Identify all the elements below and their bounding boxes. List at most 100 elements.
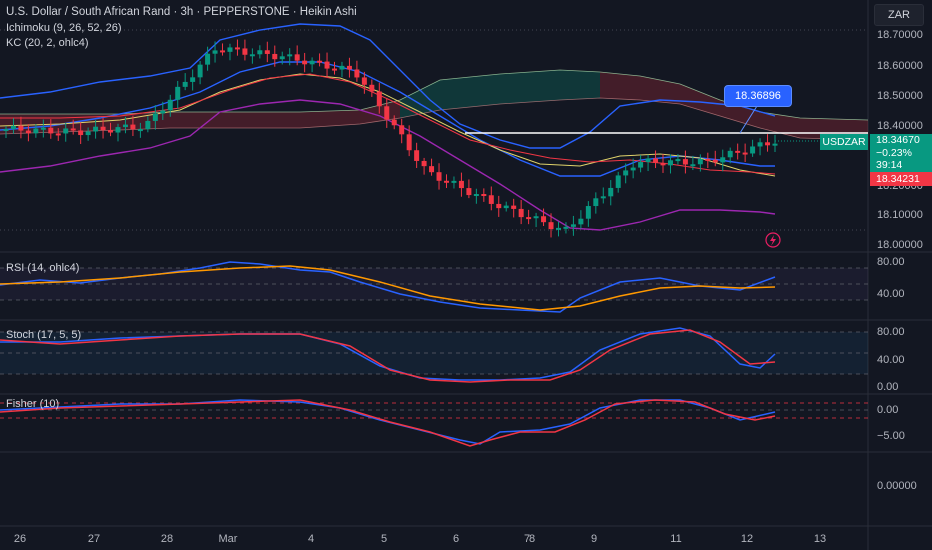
last-price-tag: 18.34670 −0.23% 39:14 (870, 134, 932, 172)
time-tick: 11 (670, 533, 682, 545)
candle-down (712, 159, 718, 163)
candle-down (399, 125, 405, 135)
candle-down (541, 216, 547, 223)
candle-up (115, 127, 121, 133)
candle-down (414, 150, 420, 161)
rsi-label[interactable]: RSI (14, ohlc4) (6, 262, 80, 274)
candle-up (757, 142, 763, 147)
price-callout[interactable]: 18.36896 (724, 85, 792, 107)
candle-up (205, 53, 211, 65)
candle-down (406, 134, 412, 151)
time-tick: 13 (813, 533, 827, 545)
candle-down (682, 159, 688, 165)
candle-up (720, 157, 726, 163)
candle-down (324, 61, 330, 69)
candle-up (10, 125, 16, 129)
candle-up (40, 127, 46, 130)
candle-down (294, 54, 300, 61)
candle-down (548, 222, 554, 230)
candle-down (317, 60, 323, 63)
last-price: 18.34670 (876, 134, 920, 146)
candle-down (376, 91, 382, 107)
candle-up (257, 50, 263, 55)
time-tick: 8 (528, 533, 536, 545)
candle-up (175, 86, 181, 100)
lightning-icon (765, 232, 781, 248)
candle-down (100, 126, 106, 131)
candle-down (511, 205, 517, 209)
candle-up (190, 77, 196, 82)
stoch-d (0, 329, 776, 383)
fisher-tick: 0.00 (877, 404, 899, 416)
candle-up (578, 218, 584, 225)
kc-lower (0, 99, 776, 231)
candle-down (108, 130, 114, 133)
candle-up (85, 131, 91, 136)
candle-up (160, 110, 166, 114)
candle-down (25, 130, 31, 134)
candle-up (585, 206, 591, 219)
keltner-label[interactable]: KC (20, 2, ohlc4) (6, 37, 89, 49)
price-tick: 18.60000 (877, 60, 923, 72)
candle-down (220, 50, 226, 53)
candle-down (55, 133, 61, 136)
candle-down (742, 152, 748, 155)
candle-up (33, 128, 39, 134)
candle-up (3, 129, 9, 131)
candle-up (638, 162, 644, 168)
candle-down (346, 65, 352, 70)
indicator-lines (0, 105, 868, 447)
candle-down (660, 162, 666, 166)
candle-up (615, 175, 621, 188)
stoch-tick: 40.00 (877, 354, 905, 366)
candle-down (302, 60, 308, 65)
time-tick: Mar (218, 533, 238, 545)
candle-down (765, 142, 771, 146)
time-tick: 9 (590, 533, 598, 545)
time-tick: 26 (13, 533, 27, 545)
time-tick: 6 (452, 533, 460, 545)
candle-up (339, 65, 345, 70)
candle-up (555, 227, 561, 230)
candle-down (234, 47, 240, 50)
price-tick: 18.40000 (877, 120, 923, 132)
price-change: −0.23% (876, 146, 912, 159)
candle-up (93, 126, 99, 132)
stoch-label[interactable]: Stoch (17, 5, 5) (6, 329, 82, 341)
candle-up (750, 146, 756, 154)
candle-down (526, 217, 532, 220)
time-tick: 12 (740, 533, 754, 545)
candle-up (137, 129, 143, 132)
candle-down (354, 69, 360, 78)
tenkan-sen (0, 73, 776, 177)
candle-up (182, 81, 188, 87)
candle-down (369, 84, 375, 92)
candle-up (667, 160, 673, 166)
currency-button[interactable]: ZAR (874, 4, 924, 26)
candle-up (63, 128, 69, 134)
candle-up (249, 54, 255, 57)
rsi-tick: 80.00 (877, 256, 905, 268)
ichimoku-cloud-bull (400, 70, 600, 118)
price-tick: 18.00000 (877, 239, 923, 251)
lightning-bolt (770, 235, 776, 246)
candle-up (593, 198, 599, 207)
candle-up (212, 50, 218, 54)
candle-down (458, 180, 464, 189)
time-tick: 7 (523, 533, 531, 545)
candle-up (197, 64, 203, 78)
fisher-label[interactable]: Fisher (10) (6, 398, 60, 410)
candle-up (122, 124, 128, 128)
kc-upper (0, 23, 776, 149)
candle-down (496, 203, 502, 209)
candle-up (167, 99, 173, 111)
candle-down (518, 208, 524, 218)
keltner-channel (0, 23, 776, 231)
candle-down (361, 77, 367, 85)
rsi-ma (0, 265, 776, 311)
candle-up (675, 159, 681, 162)
chart-title: U.S. Dollar / South African Rand · 3h · … (6, 6, 357, 18)
candle-down (70, 128, 76, 131)
ichimoku-label[interactable]: Ichimoku (9, 26, 52, 26) (6, 22, 122, 34)
